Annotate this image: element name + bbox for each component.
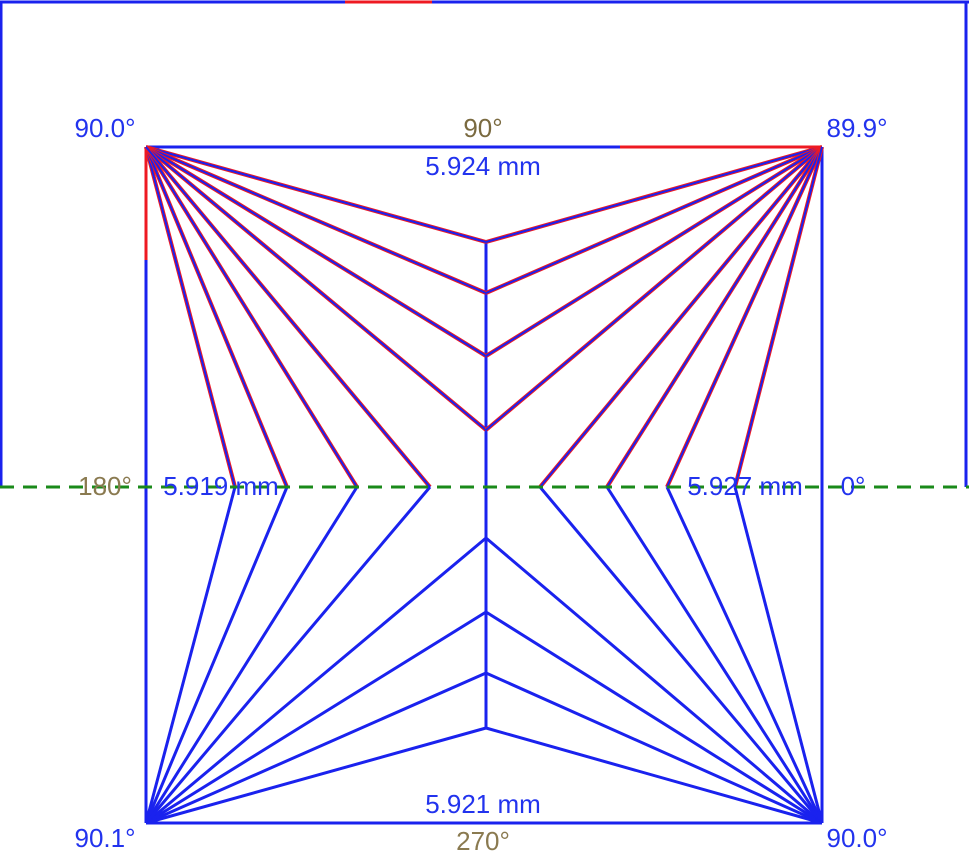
facet-line (485, 610, 823, 825)
facet-line (485, 146, 823, 294)
corner-angle: 90.0° (74, 113, 135, 143)
facet-line (145, 146, 487, 431)
facet-line (145, 146, 487, 357)
facet-line (733, 486, 824, 824)
facet-line (538, 486, 824, 824)
facet-line (485, 146, 823, 243)
facet-line (145, 146, 487, 294)
corner-angle: 89.9° (826, 113, 887, 143)
measurement: 5.919 mm (163, 471, 279, 501)
measurement: 5.921 mm (425, 789, 541, 819)
facet-line (605, 486, 824, 824)
facet-line (145, 671, 487, 825)
facet-line (145, 146, 358, 488)
facet-line (144, 486, 237, 824)
facet-line (485, 726, 823, 825)
facet-line (145, 146, 431, 488)
corner-angle: 90.0° (826, 823, 887, 853)
facet-line (485, 146, 823, 357)
facet-line (144, 486, 289, 824)
direction-label: 0° (841, 471, 866, 501)
facet-line (485, 146, 823, 431)
direction-label: 90° (463, 113, 502, 143)
facet-line (145, 146, 487, 243)
measurement: 5.924 mm (425, 151, 541, 181)
facet-line (145, 610, 487, 825)
facet-line (144, 486, 359, 824)
measurement: 5.927 mm (687, 471, 803, 501)
facet-line (485, 536, 823, 825)
facet-line (539, 146, 823, 488)
direction-label: 270° (456, 826, 510, 853)
facet-line (734, 146, 823, 488)
facet-line (145, 536, 487, 825)
facet-line (606, 146, 823, 488)
facet-line (145, 146, 236, 488)
direction-label: 180° (78, 471, 132, 501)
cut-outline (0, 0, 969, 825)
corner-angle: 90.1° (74, 823, 135, 853)
facet-line (145, 726, 487, 825)
facet-line (665, 486, 824, 824)
facet-line (144, 486, 432, 824)
facet-line (485, 671, 823, 825)
facet-line (145, 146, 288, 488)
facet-line (666, 146, 823, 488)
